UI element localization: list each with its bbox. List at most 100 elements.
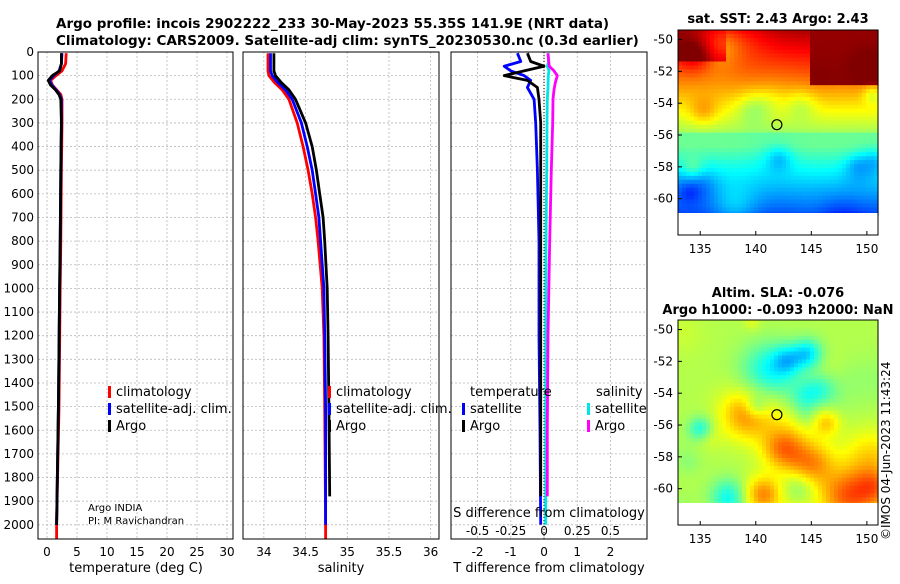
- legend-marker: [108, 403, 111, 415]
- x-tick-label: 30: [219, 545, 234, 559]
- map-y-tick-label: -56: [653, 418, 673, 432]
- x-tick-label-top: 0.25: [564, 524, 591, 538]
- x-tick-label: 34: [256, 545, 271, 559]
- imos-timestamp: ©IMOS 04-Jun-2023 11:43:24: [879, 362, 893, 540]
- y-tick-label: 1400: [3, 376, 34, 390]
- salinity-xlabel: salinity: [318, 561, 365, 576]
- series-line-t-argo: [502, 52, 546, 497]
- temperature-profile-panel: 0100200300400500600700800900100011001200…: [3, 45, 234, 559]
- y-tick-label: 1300: [3, 352, 34, 366]
- map-y-tick-label: -56: [653, 128, 673, 142]
- series-line-satellite-adj-clim-: [269, 53, 328, 525]
- legend-title-salinity: salinity: [596, 385, 643, 400]
- map-y-tick-label: -52: [653, 354, 673, 368]
- x-tick-label: 10: [99, 545, 114, 559]
- map-x-tick-label: 140: [744, 242, 767, 256]
- legend-marker: [587, 403, 590, 415]
- y-tick-label: 200: [11, 92, 34, 106]
- y-tick-label: 600: [11, 187, 34, 201]
- x-tick-label-top: 0: [540, 524, 548, 538]
- y-tick-label: 1500: [3, 400, 34, 414]
- plot-area: [243, 52, 439, 539]
- y-tick-label: 1800: [3, 471, 34, 485]
- map-x-tick-label: 150: [855, 532, 878, 546]
- map-x-tick-label: 135: [689, 242, 712, 256]
- x-tick-label: 15: [129, 545, 144, 559]
- y-tick-label: 100: [11, 69, 34, 83]
- map-nodata-band: [678, 213, 878, 235]
- legend-label: Argo: [116, 419, 146, 434]
- argo-location-marker: [771, 409, 783, 421]
- x-tick-label: 35: [340, 545, 355, 559]
- y-tick-label: 1900: [3, 494, 34, 508]
- y-tick-label: 2000: [3, 518, 34, 532]
- series-line-argo: [272, 53, 332, 497]
- map-x-tick-label: 145: [800, 242, 823, 256]
- argo-institute-label: Argo INDIA: [88, 503, 143, 514]
- legend-label: satellite-adj. clim.: [336, 402, 452, 417]
- legend-title-temperature: temperature: [470, 385, 552, 400]
- title-line-2: Climatology: CARS2009. Satellite-adj cli…: [56, 33, 639, 49]
- title-line-1: Argo profile: incois 2902222_233 30-May-…: [56, 16, 609, 32]
- difference-xlabel: T difference from climatology: [452, 561, 645, 576]
- legend-label: climatology: [116, 385, 192, 400]
- legend-marker: [328, 403, 331, 415]
- y-tick-label: 700: [11, 210, 34, 224]
- y-tick-label: 1000: [3, 281, 34, 295]
- sla-map-title-line-1: Altim. SLA: -0.076: [712, 286, 844, 301]
- x-tick-label: 25: [189, 545, 204, 559]
- map-y-tick-label: -50: [653, 323, 673, 337]
- x-tick-label: 1: [573, 545, 581, 559]
- x-tick-label-top: -0.5: [466, 524, 489, 538]
- x-tick-label: 2: [607, 545, 615, 559]
- plot-frame: [37, 51, 234, 540]
- map-y-tick-label: -54: [653, 96, 673, 110]
- map-y-tick-label: -58: [653, 160, 673, 174]
- series-line-argo: [46, 53, 63, 525]
- map-y-tick-label: -60: [653, 192, 673, 206]
- sla-map-image: [678, 320, 879, 506]
- legend-marker: [462, 420, 465, 432]
- map-y-tick-label: -54: [653, 386, 673, 400]
- y-tick-label: 900: [11, 258, 34, 272]
- salinity-profile-panel: 34 34.5 35 35.5 36 climatology satellite-adj. …: [242, 51, 452, 559]
- series-line-s-argo: [545, 53, 559, 497]
- plot-area: [38, 52, 233, 539]
- difference-profile-panel: -2 -0.5 -1 -0.25 0 0 1 0.25 2 0.5 temperature salin…: [450, 51, 648, 559]
- y-tick-label: 1200: [3, 329, 34, 343]
- legend-label: Argo: [595, 419, 625, 434]
- map-nodata-band: [678, 503, 878, 525]
- legend-marker: [108, 386, 111, 398]
- plot-frame: [450, 51, 648, 540]
- argo-location-marker: [771, 119, 783, 131]
- plot-frame: [242, 51, 440, 540]
- y-tick-label: 1100: [3, 305, 34, 319]
- sla-map-title-line-2: Argo h1000: -0.093 h2000: NaN: [662, 303, 893, 318]
- sst-map-panel: 135 140 145 150 -50 -52 -54 -56 -58 -60: [653, 29, 879, 256]
- sla-map-panel: 135 140 145 150 -50 -52 -54 -56 -58 -60: [653, 319, 879, 546]
- y-tick-label: 0: [26, 45, 34, 59]
- x-tick-label: 36: [423, 545, 438, 559]
- map-x-tick-label: 150: [855, 242, 878, 256]
- legend-marker: [328, 420, 331, 432]
- y-tick-label: 1600: [3, 423, 34, 437]
- x-tick-label: 20: [159, 545, 174, 559]
- map-y-tick-label: -58: [653, 450, 673, 464]
- y-tick-label: 500: [11, 163, 34, 177]
- map-y-tick-label: -60: [653, 482, 673, 496]
- map-y-tick-label: -52: [653, 64, 673, 78]
- map-y-tick-label: -50: [653, 33, 673, 47]
- legend-marker: [462, 403, 465, 415]
- x-tick-label-top: -0.25: [495, 524, 526, 538]
- sst-map-title: sat. SST: 2.43 Argo: 2.43: [687, 12, 868, 27]
- y-tick-label: 800: [11, 234, 34, 248]
- y-tick-label: 400: [11, 140, 34, 154]
- x-tick-label: 34.5: [292, 545, 319, 559]
- series-line-s-satellite: [544, 53, 551, 525]
- legend-marker: [328, 386, 331, 398]
- x-tick-label: 5: [73, 545, 81, 559]
- temperature-xlabel: temperature (deg C): [69, 561, 203, 576]
- map-frame: [677, 29, 879, 236]
- x-tick-label: -2: [472, 545, 484, 559]
